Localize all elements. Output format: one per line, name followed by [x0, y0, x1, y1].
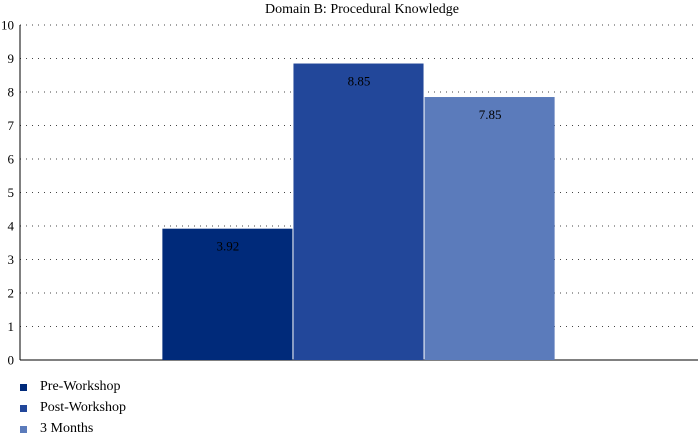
legend-label-pre-workshop: Pre-Workshop: [40, 379, 121, 394]
y-tick-label: 7: [8, 118, 15, 133]
legend-swatch-post-workshop: [20, 404, 27, 412]
y-tick-label: 5: [8, 185, 15, 200]
bar-3-months: [424, 97, 555, 361]
bar-post-workshop: [293, 63, 424, 361]
y-tick-label: 6: [8, 152, 15, 167]
legend: Pre-Workshop Post-Workshop 3 Months: [20, 378, 126, 438]
legend-item-pre-workshop: Pre-Workshop: [20, 378, 126, 396]
bar-pre-workshop: [162, 228, 293, 360]
gridlines: [20, 24, 698, 327]
legend-label-3-months: 3 Months: [40, 421, 94, 436]
y-tick-label: 8: [8, 85, 15, 100]
y-tick-label: 1: [8, 319, 15, 334]
legend-item-post-workshop: Post-Workshop: [20, 399, 126, 417]
data-label-pre-workshop: 3.92: [217, 239, 240, 254]
chart-title: Domain B: Procedural Knowledge: [265, 2, 459, 17]
y-tick-label: 4: [8, 219, 15, 234]
data-label-post-workshop: 8.85: [348, 74, 371, 89]
legend-swatch-pre-workshop: [20, 383, 27, 391]
legend-swatch-3-months: [20, 425, 27, 433]
legend-label-post-workshop: Post-Workshop: [40, 400, 126, 415]
data-label-3-months: 7.85: [479, 107, 502, 122]
y-tick-label: 9: [8, 51, 15, 66]
y-tick-label: 10: [1, 18, 14, 33]
y-tick-label: 2: [8, 286, 15, 301]
y-tick-label: 3: [8, 252, 15, 267]
y-tick-label: 0: [8, 353, 15, 368]
legend-item-3-months: 3 Months: [20, 420, 126, 438]
bars: [162, 63, 555, 361]
data-labels: 3.92 8.85 7.85: [217, 74, 502, 254]
